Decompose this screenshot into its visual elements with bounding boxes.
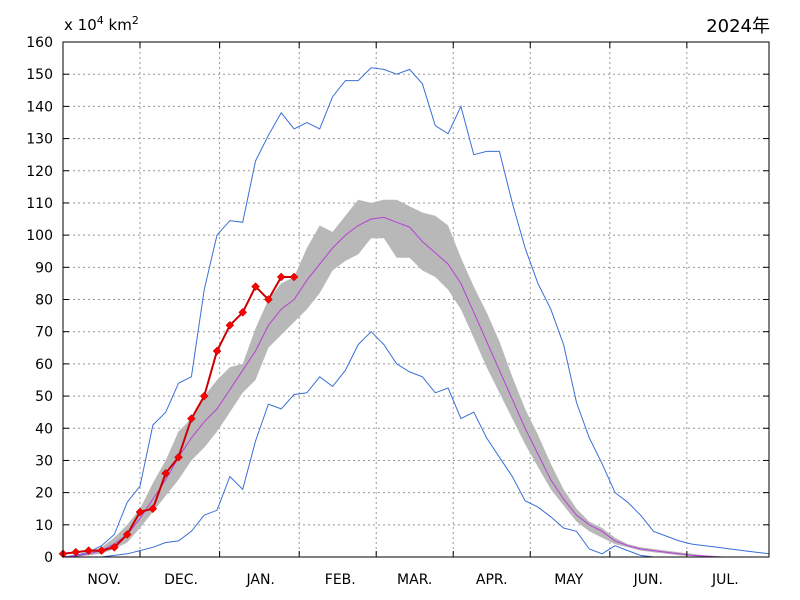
axis-labels: 0 10 20 30 40 50 60 70 80 90 100 110 120 130 140 150 160… bbox=[26, 35, 769, 588]
y-tick-label: 80 bbox=[35, 293, 53, 309]
y-tick-label: 10 bbox=[35, 518, 53, 534]
y-tick-label: 20 bbox=[35, 486, 53, 502]
current-point bbox=[135, 507, 145, 517]
unit-exp1: 4 bbox=[96, 14, 104, 27]
x-tick-label: JUL. bbox=[711, 572, 739, 588]
current-point bbox=[97, 546, 106, 555]
y-tick-label: 150 bbox=[26, 67, 53, 83]
y-tick-label: 130 bbox=[26, 132, 53, 148]
current-point bbox=[212, 346, 222, 356]
y-tick-label: 90 bbox=[35, 260, 53, 276]
unit-mid: km bbox=[108, 16, 132, 34]
year-label: 2024年 bbox=[706, 16, 770, 37]
unit-prefix: x 10 bbox=[64, 16, 97, 34]
current-point bbox=[251, 282, 260, 291]
max-line bbox=[62, 67, 770, 558]
x-tick-label: JUN. bbox=[633, 572, 663, 588]
current-point bbox=[289, 272, 299, 282]
mean-line bbox=[62, 216, 769, 558]
x-tick-label: MAR. bbox=[397, 572, 432, 588]
y-tick-label: 40 bbox=[35, 421, 53, 437]
x-tick-label: DEC. bbox=[164, 572, 198, 588]
current-point bbox=[199, 391, 209, 401]
x-tick-label: JAN. bbox=[245, 572, 274, 588]
current-point bbox=[174, 452, 183, 462]
unit-exp2: 2 bbox=[131, 14, 139, 27]
y-tick-label: 60 bbox=[35, 357, 53, 373]
current-point bbox=[187, 414, 196, 423]
y-tick-label: 140 bbox=[26, 99, 53, 115]
min-line bbox=[63, 330, 769, 558]
y-tick-label: 50 bbox=[35, 389, 53, 405]
x-tick-label: FEB. bbox=[325, 572, 356, 588]
y-tick-label: 0 bbox=[44, 550, 53, 566]
current-point bbox=[109, 542, 119, 552]
current-point bbox=[84, 546, 94, 555]
x-tick-label: NOV. bbox=[87, 572, 120, 588]
x-tick-label: APR. bbox=[476, 572, 508, 588]
current-point bbox=[161, 468, 171, 478]
band-layer bbox=[63, 199, 769, 557]
y-tick-label: 160 bbox=[26, 35, 53, 51]
variability-band bbox=[63, 199, 769, 557]
current-point bbox=[148, 504, 158, 514]
grid-layer bbox=[63, 42, 769, 557]
current-point bbox=[264, 295, 273, 304]
x-tick-label: MAY bbox=[554, 572, 584, 588]
current-line bbox=[62, 276, 295, 555]
current-point bbox=[276, 272, 286, 282]
y-unit-label: x 104 km2 bbox=[64, 14, 139, 34]
y-tick-label: 100 bbox=[26, 228, 53, 244]
y-tick-label: 70 bbox=[35, 325, 53, 341]
current-point bbox=[238, 308, 248, 317]
y-tick-label: 110 bbox=[26, 196, 53, 212]
current-year-series bbox=[58, 272, 299, 559]
current-point bbox=[71, 547, 81, 557]
current-point bbox=[225, 320, 235, 330]
current-point bbox=[122, 530, 132, 539]
y-tick-label: 120 bbox=[26, 164, 53, 180]
y-tick-label: 30 bbox=[35, 453, 53, 469]
